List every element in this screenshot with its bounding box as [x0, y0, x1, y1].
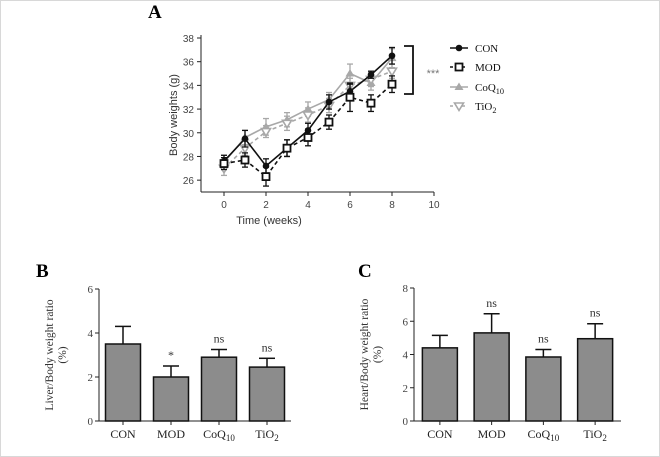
data-point-mod	[219, 159, 229, 168]
bar-mod	[473, 332, 510, 422]
significance-bracket	[404, 45, 414, 95]
data-point-mod	[261, 172, 271, 182]
y-tick-label: 0	[403, 416, 409, 428]
y-tick-label: 2	[403, 383, 409, 395]
y-tick-label-a: 38	[183, 34, 195, 45]
x-tick-label-a: 2	[263, 200, 269, 211]
panel-label-a: A	[148, 2, 162, 23]
legend-marker	[454, 82, 464, 90]
x-tick-label: CoQ10	[203, 427, 235, 443]
bar-con	[421, 347, 459, 422]
x-tick-label: TiO2	[583, 427, 606, 443]
x-tick-label: CON	[427, 427, 453, 441]
y-tick-label: 6	[88, 284, 94, 296]
legend-marker	[453, 102, 465, 113]
x-tick-label-a: 10	[428, 200, 440, 211]
significance-annotation: ns	[590, 306, 601, 320]
data-point-con	[325, 98, 333, 106]
y-tick-label-a: 28	[183, 152, 195, 163]
x-tick-label-a: 8	[389, 200, 395, 211]
legend-label: CON	[475, 43, 498, 55]
data-point-mod	[366, 98, 376, 108]
bar-coq	[525, 356, 562, 422]
bar-mod	[152, 376, 190, 422]
data-point-mod	[345, 92, 355, 102]
y-tick-label-a: 36	[183, 58, 195, 69]
x-tick-label-a: 4	[305, 200, 311, 211]
data-point-con	[388, 52, 396, 60]
y-axis-label-unit: (%)	[57, 346, 69, 363]
y-tick-label: 8	[403, 283, 409, 295]
x-tick-label-a: 0	[221, 200, 227, 211]
significance-annotation: ns	[486, 296, 497, 310]
data-point-tio	[260, 127, 272, 138]
data-point-mod	[303, 133, 313, 142]
y-tick-label: 0	[88, 416, 94, 428]
x-tick-label: MOD	[478, 427, 506, 441]
y-axis-label: Heart/Body weight ratio	[359, 298, 371, 410]
data-point-con	[367, 71, 375, 79]
data-point-tio	[302, 111, 314, 122]
significance-annotation: ns	[538, 332, 549, 346]
bar-coq	[200, 356, 238, 422]
bar-tio	[576, 337, 614, 422]
y-axis-label-a: Body weights (g)	[168, 74, 180, 156]
bar-tio	[248, 366, 286, 422]
significance-annotation: ns	[262, 340, 273, 354]
data-point-mod	[240, 155, 250, 165]
y-tick-label-a: 32	[183, 105, 195, 116]
data-point-tio	[281, 119, 293, 130]
y-tick-label: 4	[403, 350, 409, 362]
data-point-mod	[324, 117, 334, 127]
y-tick-label-a: 30	[183, 129, 195, 140]
y-axis-label: Liver/Body weight ratio	[44, 299, 56, 410]
legend-label: TiO2	[475, 101, 496, 115]
x-tick-label: CoQ10	[528, 427, 560, 443]
significance-annotation: ns	[214, 332, 225, 346]
x-tick-label-a: 6	[347, 200, 353, 211]
panel-label-b: B	[36, 261, 49, 282]
x-tick-label: CON	[110, 427, 136, 441]
y-axis-label-unit: (%)	[372, 346, 384, 363]
bar-con	[104, 343, 142, 422]
significance-annotation-a: ***	[427, 68, 441, 80]
panel-label-c: C	[358, 261, 372, 282]
legend-marker	[454, 62, 464, 72]
legend-label: MOD	[475, 62, 501, 74]
data-point-mod	[282, 143, 292, 153]
data-point-tio	[386, 67, 398, 78]
y-tick-label: 4	[88, 328, 94, 340]
x-tick-label: MOD	[157, 427, 185, 441]
legend-marker	[455, 44, 463, 52]
y-tick-label-a: 26	[183, 176, 195, 187]
data-point-mod	[387, 79, 397, 89]
data-point-con	[241, 135, 249, 142]
y-tick-label: 2	[88, 372, 94, 384]
x-axis-label-a: Time (weeks)	[236, 215, 302, 227]
legend-label: CoQ10	[475, 82, 504, 96]
significance-annotation: *	[168, 348, 174, 362]
x-tick-label: TiO2	[255, 427, 278, 443]
data-point-coq	[345, 69, 355, 77]
y-tick-label: 6	[403, 316, 409, 328]
y-tick-label-a: 34	[183, 81, 195, 92]
